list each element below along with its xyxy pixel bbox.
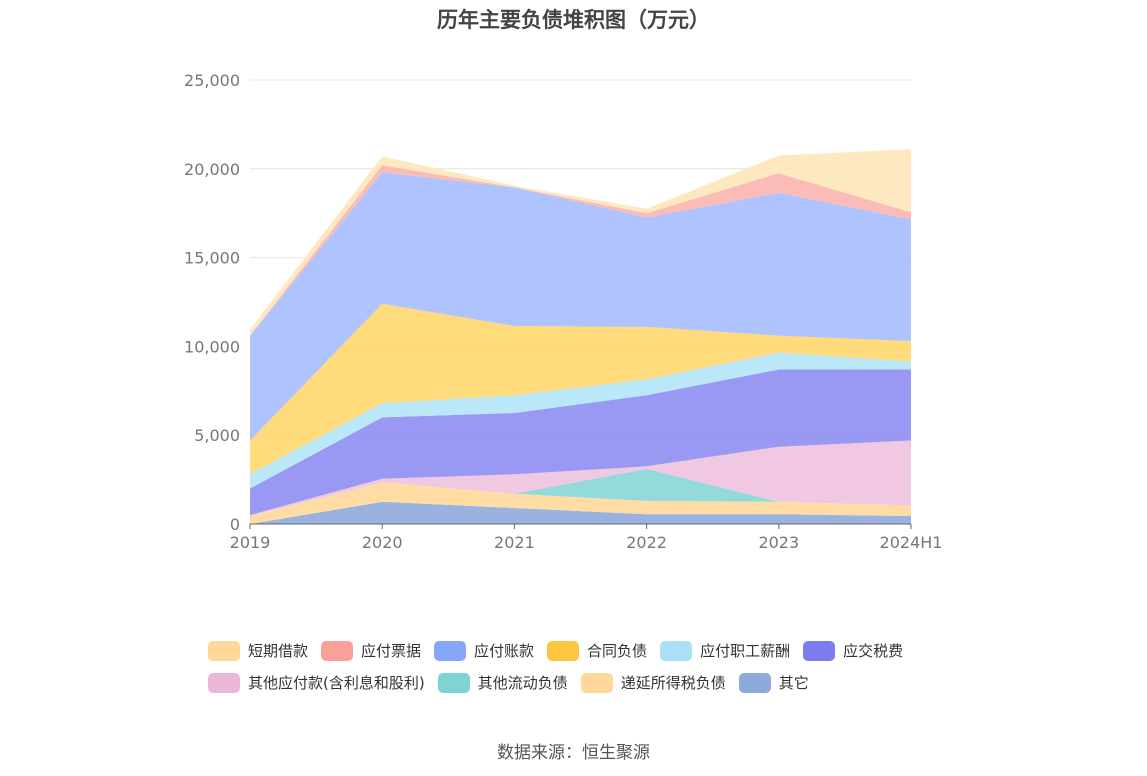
legend-swatch	[547, 640, 580, 661]
legend-label: 其他应付款(含利息和股利)	[248, 674, 425, 692]
x-tick-label: 2020	[362, 533, 403, 552]
legend-label: 其它	[778, 674, 809, 692]
legend-item[interactable]: 其他应付款(含利息和股利)	[208, 672, 425, 693]
area-合同负债[interactable]	[250, 303, 911, 475]
legend-swatch	[437, 672, 470, 693]
y-tick-label: 10,000	[184, 337, 240, 356]
legend-item[interactable]: 其它	[738, 672, 809, 693]
legend-label: 应付职工薪酬	[700, 642, 791, 660]
chart-title: 历年主要负债堆积图（万元）	[437, 8, 710, 32]
y-tick-label: 5,000	[194, 426, 240, 445]
area-series	[250, 149, 911, 524]
y-tick-label: 15,000	[184, 249, 240, 268]
x-tick-label: 2022	[626, 533, 667, 552]
x-tick-label: 2023	[758, 533, 799, 552]
legend-swatch	[434, 640, 467, 661]
area-应交税费[interactable]	[250, 369, 911, 516]
x-tick-label: 2024H1	[880, 533, 943, 552]
legend-swatch	[803, 640, 836, 661]
legend-label: 应交税费	[843, 642, 904, 660]
legend-label: 应付账款	[474, 642, 535, 660]
legend-row: 短期借款 应付票据 应付账款 合同负债 应付职工薪酬 应交税费	[208, 640, 968, 661]
legend-item[interactable]: 递延所得税负债	[580, 672, 726, 693]
area-其它[interactable]	[250, 501, 911, 524]
x-tick-label: 2021	[494, 533, 535, 552]
data-source: 数据来源：恒生聚源	[497, 743, 650, 763]
axes: 0 5,000 10,000 15,000 20,000 25,000 2019 2020 20…	[184, 71, 942, 552]
legend: 短期借款 应付票据 应付账款 合同负债 应付职工薪酬 应交税费 其他应付款(含利息和股利) 其…	[208, 640, 968, 704]
legend-row: 其他应付款(含利息和股利) 其他流动负债 递延所得税负债 其它	[208, 672, 968, 693]
area-应付职工薪酬[interactable]	[250, 352, 911, 489]
area-其他应付款(含利息和股利)[interactable]	[250, 440, 911, 517]
x-tick-label: 2019	[230, 533, 271, 552]
legend-swatch	[208, 672, 240, 693]
area-短期借款[interactable]	[250, 149, 911, 336]
legend-swatch	[321, 640, 354, 661]
area-其他流动负债[interactable]	[250, 468, 911, 516]
legend-label: 合同负债	[587, 642, 648, 660]
legend-swatch	[208, 640, 240, 661]
legend-item[interactable]: 应付账款	[434, 640, 534, 661]
area-应付账款[interactable]	[250, 172, 911, 441]
legend-swatch	[660, 640, 693, 661]
legend-label: 递延所得税负债	[620, 674, 726, 692]
legend-item[interactable]: 短期借款	[208, 640, 308, 661]
y-tick-label: 20,000	[184, 160, 240, 179]
y-tick-label: 25,000	[184, 71, 240, 90]
legend-label: 其他流动负债	[477, 674, 568, 692]
legend-item[interactable]: 应交税费	[803, 640, 903, 661]
legend-item[interactable]: 应付票据	[321, 640, 421, 661]
legend-label: 短期借款	[248, 642, 309, 660]
legend-swatch	[738, 672, 771, 693]
legend-item[interactable]: 其他流动负债	[437, 672, 568, 693]
y-tick-label: 0	[230, 515, 240, 534]
legend-swatch	[580, 672, 613, 693]
area-递延所得税负债[interactable]	[250, 482, 911, 524]
legend-item[interactable]: 合同负债	[547, 640, 647, 661]
legend-label: 应付票据	[361, 642, 422, 660]
legend-item[interactable]: 应付职工薪酬	[660, 640, 790, 661]
